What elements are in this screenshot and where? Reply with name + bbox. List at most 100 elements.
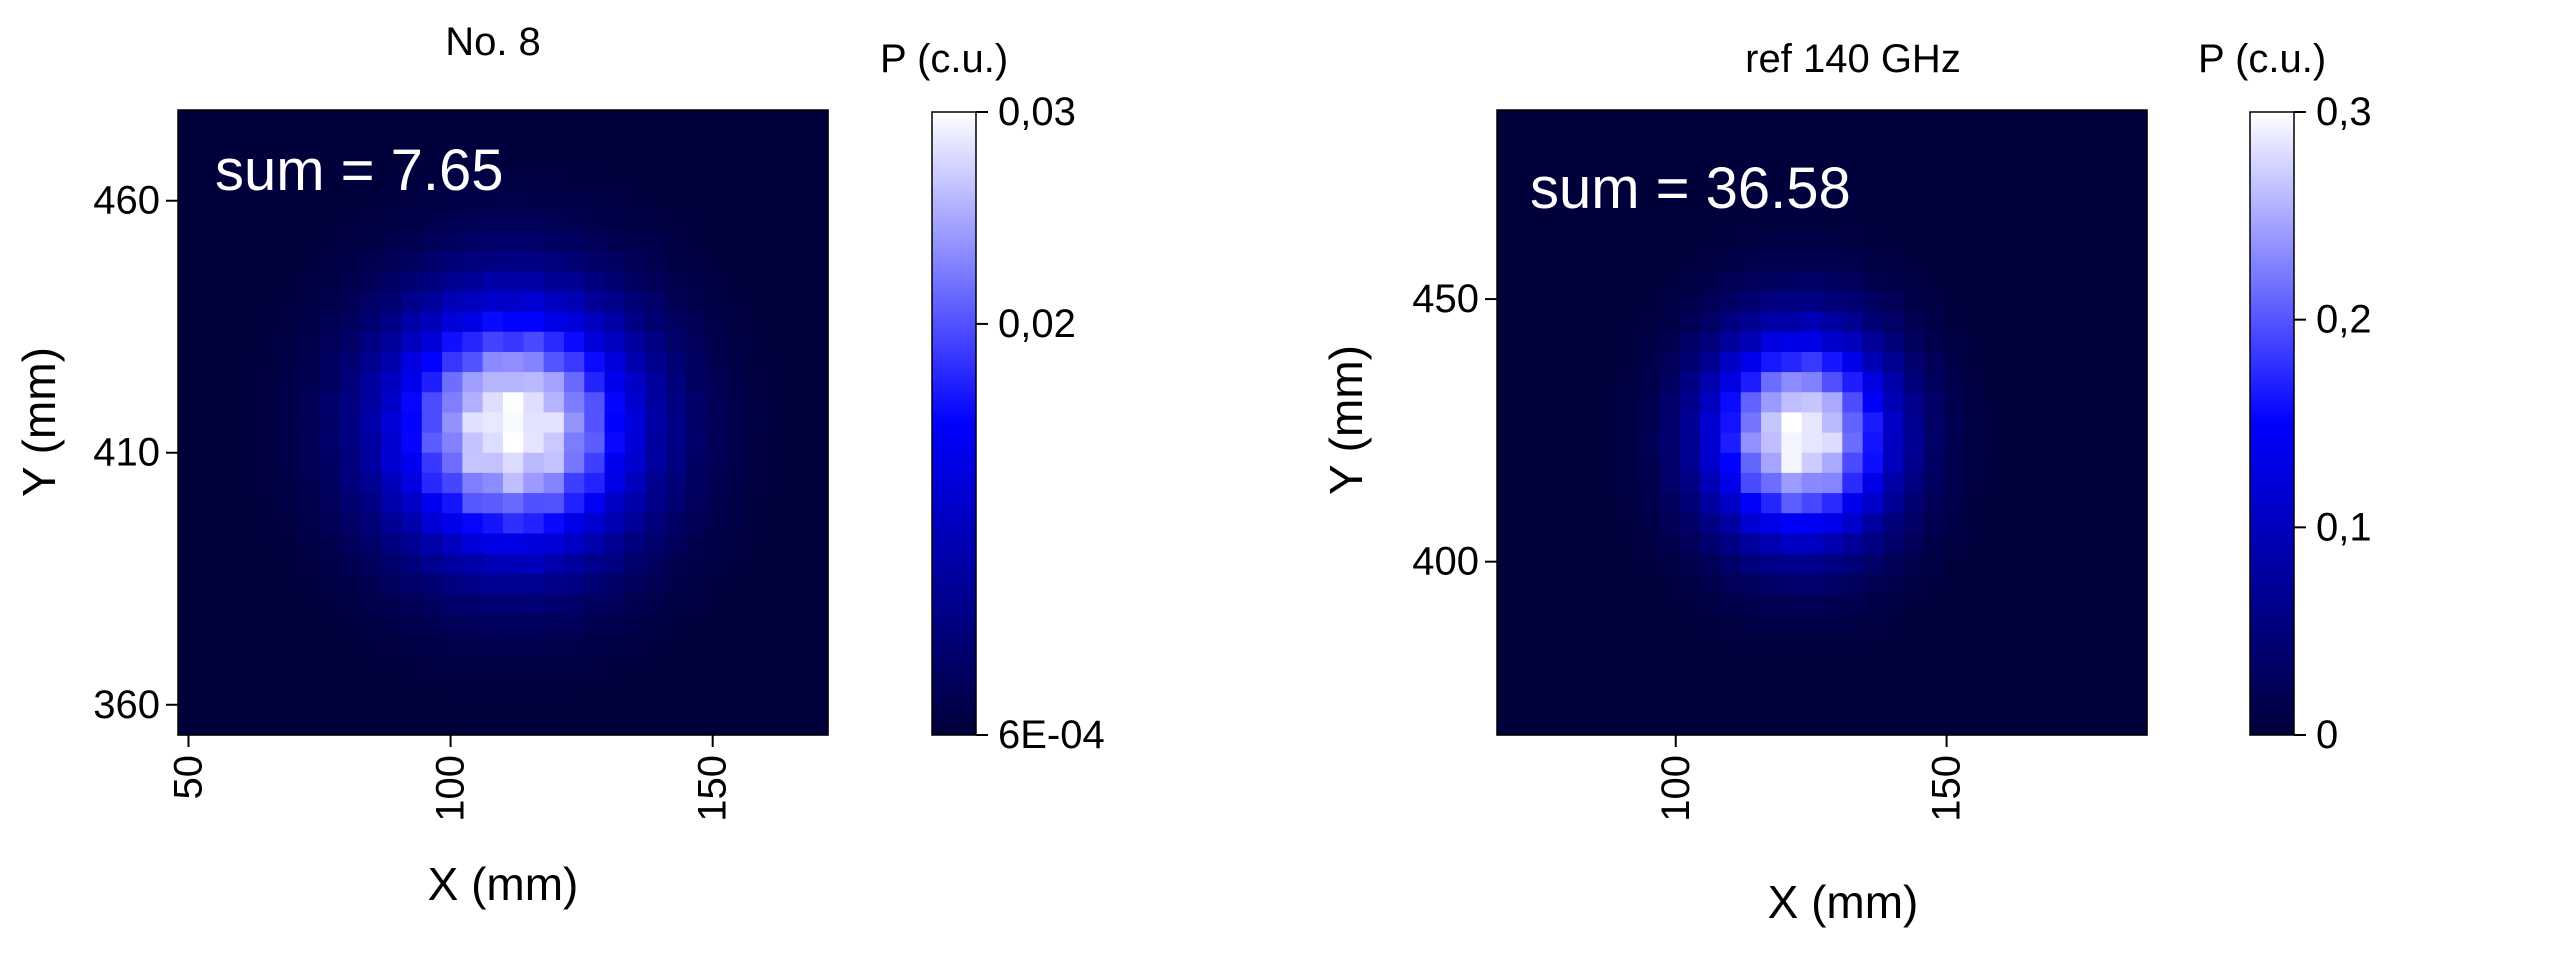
panel-1-heatmap-cell [685, 110, 707, 131]
panel-1-heatmap-cell [706, 311, 728, 333]
panel-2-heatmap-cell [1700, 412, 1722, 434]
panel-1-heatmap-cell [787, 150, 809, 172]
panel-1-heatmap-cell [746, 392, 768, 414]
panel-1-heatmap-cell [787, 513, 809, 534]
panel-2-heatmap-cell [1720, 230, 1742, 252]
panel-1-heatmap-cell [259, 412, 281, 434]
panel-1-heatmap-cell [238, 614, 260, 635]
panel-2-heatmap-cell [2004, 372, 2026, 393]
panel-1-heatmap-cell [685, 331, 707, 353]
panel-1-heatmap-cell [523, 351, 545, 373]
panel-1-heatmap-cell [706, 210, 728, 232]
panel-2-heatmap-cell [2045, 190, 2067, 212]
panel-1-heatmap-cell [421, 311, 443, 333]
panel-1-heatmap-cell [685, 190, 707, 212]
panel-2-heatmap-cell [1659, 533, 1681, 555]
panel-2-heatmap-cell [1822, 150, 1843, 172]
panel-1-heatmap-cell [178, 412, 199, 434]
panel-2-heatmap-cell [1862, 110, 1884, 131]
panel-1-heatmap-cell [340, 311, 362, 333]
panel-2-heatmap-cell [2086, 412, 2107, 434]
panel-1-heatmap-cell [178, 311, 199, 333]
panel-1-heatmap-cell [482, 412, 504, 434]
panel-2-heatmap-cell [1822, 432, 1843, 454]
panel-1-heatmap-cell [624, 432, 646, 454]
panel-1-heatmap-cell [604, 311, 626, 333]
panel-1-heatmap-cell [706, 251, 728, 272]
panel-2-heatmap-cell [1679, 150, 1701, 172]
panel-2-heatmap-cell [1984, 472, 2006, 494]
panel-2-heatmap-cell [2045, 493, 2067, 514]
panel-1-heatmap-cell [503, 573, 524, 595]
panel-1-heatmap-cell [178, 452, 199, 474]
panel-1-heatmap-cell [462, 634, 484, 655]
panel-1-heatmap-cell [421, 654, 443, 676]
panel-2-heatmap-cell [1984, 150, 2006, 172]
panel-1-heatmap-cell [279, 210, 301, 232]
panel-2-colorbar-tick-label: 0,2 [2316, 298, 2372, 342]
panel-1-heatmap-cell [503, 271, 524, 293]
panel-2-heatmap-cell [1618, 513, 1640, 534]
panel-2-heatmap-cell [1882, 311, 1904, 333]
panel-2-heatmap-cell [1537, 493, 1559, 514]
panel-1-heatmap-cell [238, 311, 260, 333]
panel-2-heatmap-cell [1598, 110, 1620, 131]
panel-1-heatmap-cell [665, 291, 687, 313]
panel-1-heatmap-cell [421, 452, 443, 474]
panel-1-heatmap-cell [584, 392, 606, 414]
panel-2-heatmap-cell [1700, 251, 1722, 272]
panel-1-heatmap-cell [218, 714, 240, 736]
panel-2-heatmap-cell [1720, 351, 1742, 373]
panel-1-heatmap-cell [340, 432, 362, 454]
panel-2-heatmap-cell [2106, 674, 2128, 696]
panel-2-heatmap-cell [1659, 311, 1681, 333]
panel-1-heatmap-cell [360, 311, 382, 333]
panel-1-heatmap-cell [767, 573, 788, 595]
panel-1-heatmap-cell [807, 271, 829, 293]
panel-1-heatmap-cell [665, 251, 687, 272]
panel-1-heatmap-cell [746, 714, 768, 736]
panel-2-heatmap-cell [1781, 190, 1803, 212]
panel-1-heatmap-cell [523, 573, 545, 595]
panel-1-heatmap-cell [320, 110, 342, 131]
panel-2-heatmap-cell [1639, 311, 1661, 333]
panel-2-heatmap-cell [2065, 614, 2087, 635]
panel-2-heatmap-cell [1700, 472, 1722, 494]
panel-2-heatmap-cell [2025, 230, 2047, 252]
panel-1-heatmap-cell [238, 331, 260, 353]
panel-2-heatmap-cell [1517, 654, 1539, 676]
panel-1-heatmap-cell [645, 311, 667, 333]
panel-1-heatmap-cell [767, 190, 788, 212]
panel-2-heatmap-cell [1842, 472, 1864, 494]
panel-2-heatmap-cell [2126, 412, 2148, 434]
panel-2-heatmap-cell [1659, 331, 1681, 353]
panel-1-heatmap-cell [563, 654, 585, 676]
panel-2-heatmap-cell [2106, 251, 2128, 272]
panel-2-heatmap-cell [1639, 351, 1661, 373]
panel-1-heatmap-cell [178, 593, 199, 615]
panel-2-heatmap-cell [1720, 674, 1742, 696]
panel-2-heatmap-cell [1720, 513, 1742, 534]
panel-1-heatmap-cell [624, 654, 646, 676]
panel-2-heatmap-cell [1842, 331, 1864, 353]
panel-1-heatmap-cell [421, 634, 443, 655]
panel-2-heatmap-cell [2004, 553, 2026, 575]
panel-1-heatmap-cell [523, 190, 545, 212]
panel-2-heatmap-cell [1862, 311, 1884, 333]
panel-1-heatmap-cell [259, 533, 281, 555]
panel-2-heatmap-cell [2086, 372, 2107, 393]
panel-1-heatmap-cell [381, 513, 403, 534]
panel-1-heatmap-cell [604, 331, 626, 353]
panel-1-heatmap-cell [401, 694, 423, 716]
panel-1-heatmap-cell [299, 311, 321, 333]
panel-1-heatmap-cell [259, 513, 281, 534]
panel-2-heatmap-cell [1761, 311, 1782, 333]
panel-2-heatmap-cell [1822, 614, 1843, 635]
panel-1-heatmap-cell [767, 230, 788, 252]
panel-1-heatmap-cell [584, 351, 606, 373]
panel-2-heatmap-cell [1618, 634, 1640, 655]
panel-2-heatmap-cell [1984, 130, 2006, 151]
panel-1-heatmap-cell [442, 432, 463, 454]
panel-2-heatmap-cell [1659, 674, 1681, 696]
panel-2-heatmap-cell [2065, 271, 2087, 293]
